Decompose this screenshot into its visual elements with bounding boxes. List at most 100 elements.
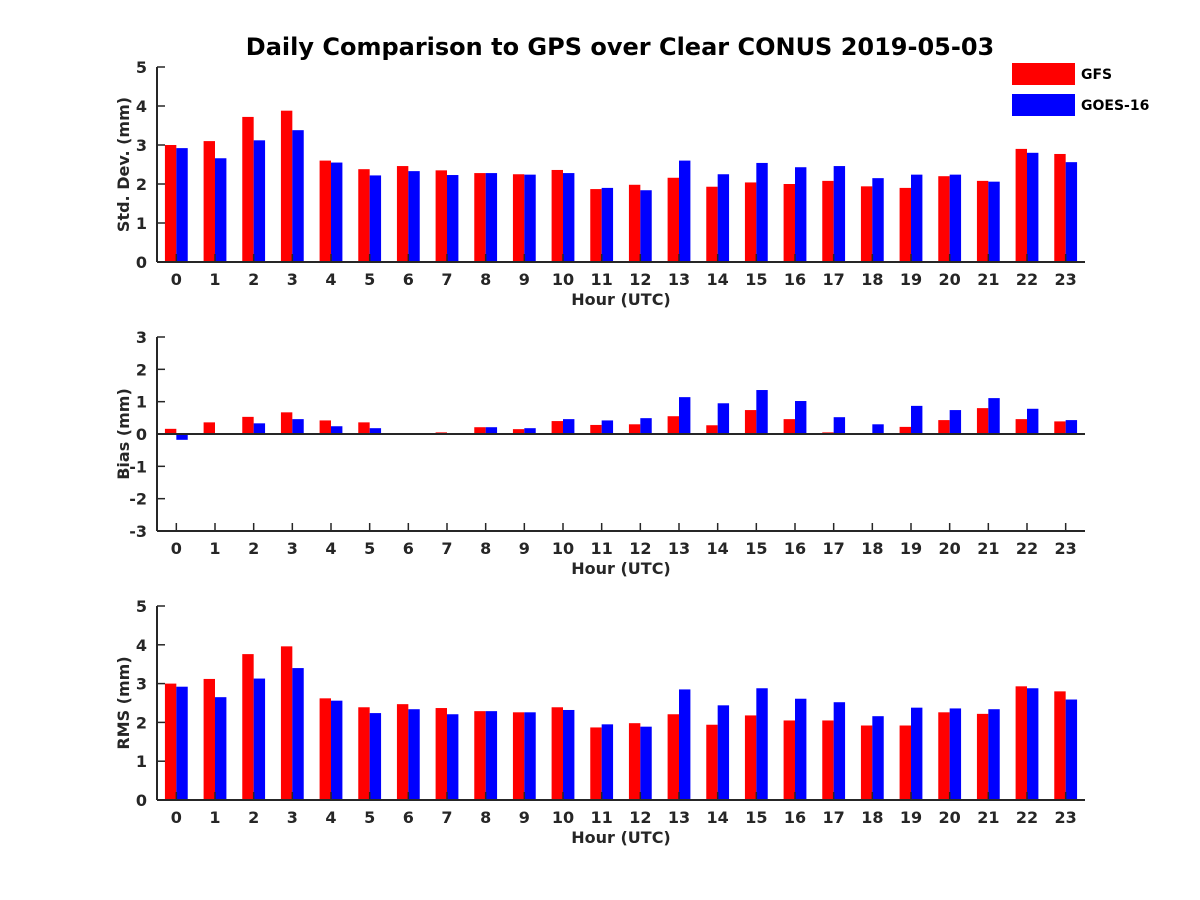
- bar-goes16-hour-22-panel-3: [1027, 688, 1039, 800]
- x-tick-label: 23: [1055, 270, 1077, 289]
- bar-goes16-hour-16-panel-3: [795, 698, 807, 800]
- x-tick-label: 13: [668, 539, 690, 558]
- x-tick-label: 20: [939, 808, 961, 827]
- x-tick-label: 22: [1016, 539, 1038, 558]
- bar-gfs-hour-4-panel-1: [319, 160, 331, 262]
- legend-label-goes16: GOES-16: [1081, 98, 1149, 114]
- bar-goes16-hour-22-panel-2: [1027, 408, 1039, 434]
- chart-title: Daily Comparison to GPS over Clear CONUS…: [246, 33, 994, 61]
- x-tick-label: 18: [861, 270, 883, 289]
- x-tick-label: 9: [519, 270, 530, 289]
- bar-gfs-hour-8-panel-2: [474, 427, 486, 434]
- bar-gfs-hour-5-panel-2: [358, 422, 370, 434]
- x-tick-label: 8: [480, 539, 491, 558]
- bar-goes16-hour-6-panel-1: [408, 171, 420, 262]
- bar-goes16-hour-7-panel-3: [447, 714, 459, 800]
- bar-goes16-hour-9-panel-2: [524, 428, 536, 434]
- bar-gfs-hour-3-panel-3: [280, 646, 293, 800]
- bar-goes16-hour-11-panel-1: [601, 187, 614, 262]
- bar-gfs-hour-7-panel-3: [435, 708, 447, 800]
- x-tick-label: 17: [823, 270, 845, 289]
- bar-goes16-hour-1-panel-3: [215, 697, 227, 800]
- bar-goes16-hour-22-panel-1: [1027, 152, 1039, 262]
- bar-goes16-hour-0-panel-3: [176, 686, 188, 800]
- bar-gfs-hour-19-panel-2: [899, 426, 911, 434]
- bar-gfs-hour-2-panel-3: [242, 654, 254, 800]
- x-tick-label: 11: [591, 270, 613, 289]
- bar-gfs-hour-9-panel-1: [512, 174, 525, 262]
- bar-goes16-hour-4-panel-3: [331, 700, 343, 800]
- bar-goes16-hour-10-panel-2: [563, 419, 575, 434]
- y-tick-label: -2: [129, 490, 147, 509]
- bar-gfs-hour-0-panel-1: [164, 145, 177, 262]
- y-tick-label: 2: [136, 713, 147, 732]
- bar-goes16-hour-12-panel-3: [640, 726, 652, 800]
- bar-gfs-hour-3-panel-2: [280, 412, 293, 434]
- bar-gfs-hour-16-panel-3: [783, 720, 795, 800]
- bar-goes16-hour-14-panel-2: [717, 403, 730, 434]
- x-axis-label-panel-2: Hour (UTC): [571, 559, 671, 578]
- bar-goes16-hour-11-panel-3: [601, 724, 614, 800]
- x-tick-label: 17: [823, 808, 845, 827]
- bar-gfs-hour-8-panel-3: [474, 711, 486, 800]
- bar-goes16-hour-15-panel-2: [756, 390, 768, 434]
- legend: GFS GOES-16: [1012, 63, 1149, 116]
- y-tick-label: 1: [136, 393, 147, 412]
- x-tick-label: 15: [745, 539, 767, 558]
- bar-gfs-hour-11-panel-2: [590, 424, 602, 434]
- x-tick-label: 16: [784, 270, 806, 289]
- bar-goes16-hour-8-panel-1: [485, 173, 498, 262]
- x-tick-label: 15: [745, 808, 767, 827]
- x-tick-label: 2: [248, 539, 259, 558]
- x-tick-label: 14: [707, 539, 729, 558]
- x-tick-label: 5: [364, 270, 375, 289]
- bar-gfs-hour-6-panel-1: [396, 166, 409, 262]
- bar-goes16-hour-18-panel-3: [872, 716, 884, 800]
- bar-goes16-hour-21-panel-2: [988, 398, 1000, 434]
- bar-gfs-hour-10-panel-3: [551, 707, 563, 800]
- bar-gfs-hour-7-panel-1: [435, 170, 447, 262]
- bar-gfs-hour-14-panel-3: [706, 724, 718, 800]
- bar-gfs-hour-4-panel-3: [319, 698, 331, 800]
- y-tick-label: -1: [129, 457, 147, 476]
- y-axis-label-panel-1: Std. Dev. (mm): [114, 97, 133, 232]
- x-tick-label: 0: [171, 539, 182, 558]
- bar-goes16-hour-13-panel-3: [679, 689, 691, 800]
- bar-gfs-hour-11-panel-3: [590, 727, 602, 800]
- bar-goes16-hour-16-panel-1: [795, 167, 807, 262]
- bar-goes16-hour-19-panel-3: [911, 707, 923, 800]
- x-tick-label: 9: [519, 539, 530, 558]
- y-axis-label-panel-3: RMS (mm): [114, 656, 133, 749]
- bar-goes16-hour-8-panel-2: [485, 427, 498, 434]
- x-tick-label: 21: [977, 808, 999, 827]
- bar-gfs-hour-12-panel-3: [628, 723, 641, 800]
- bar-goes16-hour-14-panel-1: [717, 174, 730, 262]
- x-tick-label: 6: [403, 808, 414, 827]
- x-tick-label: 11: [591, 808, 613, 827]
- y-axis-label-panel-2: Bias (mm): [114, 388, 133, 480]
- x-tick-label: 10: [552, 270, 574, 289]
- bar-gfs-hour-13-panel-2: [667, 416, 679, 434]
- x-tick-label: 1: [209, 270, 220, 289]
- bar-gfs-hour-5-panel-1: [358, 169, 370, 262]
- bar-goes16-hour-0-panel-1: [176, 148, 188, 262]
- y-tick-label: 5: [136, 58, 147, 77]
- bar-gfs-hour-1-panel-3: [203, 678, 215, 800]
- bar-gfs-hour-19-panel-3: [899, 725, 911, 800]
- x-axis-label-panel-3: Hour (UTC): [571, 828, 671, 847]
- bar-gfs-hour-21-panel-2: [976, 408, 989, 434]
- x-tick-label: 2: [248, 270, 259, 289]
- bar-gfs-hour-0-panel-2: [164, 428, 177, 434]
- x-tick-label: 6: [403, 270, 414, 289]
- y-tick-label: 4: [136, 636, 147, 655]
- x-tick-label: 5: [364, 539, 375, 558]
- bar-goes16-hour-6-panel-3: [408, 709, 420, 800]
- x-tick-label: 19: [900, 270, 922, 289]
- y-tick-label: 2: [136, 360, 147, 379]
- x-tick-label: 5: [364, 808, 375, 827]
- x-tick-label: 19: [900, 808, 922, 827]
- bar-gfs-hour-21-panel-3: [976, 713, 989, 800]
